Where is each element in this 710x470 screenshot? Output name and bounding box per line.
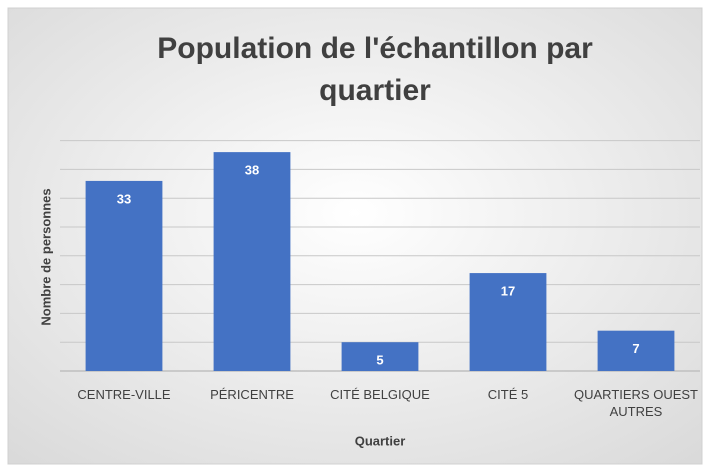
data-label: 7	[632, 341, 639, 356]
bar	[469, 273, 547, 371]
x-tick-label: PÉRICENTRE	[210, 387, 294, 402]
bar	[213, 152, 291, 371]
bar	[597, 330, 675, 371]
data-label: 5	[376, 353, 383, 368]
data-label: 38	[245, 163, 259, 178]
x-axis-label: Quartier	[355, 433, 406, 448]
data-label: 17	[501, 284, 515, 299]
x-tick-label: CITÉ BELGIQUE	[330, 387, 430, 402]
bar	[341, 342, 419, 371]
x-tick-label: CITÉ 5	[487, 387, 529, 402]
x-tick-label: CENTRE-VILLE	[77, 387, 171, 402]
title-box: Population de l'échantillon par quartier	[157, 32, 593, 107]
chart-title: Population de l'échantillon par quartier	[157, 32, 593, 107]
x-tick-label: QUARTIERS OUEST AUTRES	[574, 387, 699, 419]
y-axis-label: Nombre de personnes	[38, 188, 53, 325]
data-label: 33	[117, 191, 131, 206]
bar	[85, 180, 163, 371]
